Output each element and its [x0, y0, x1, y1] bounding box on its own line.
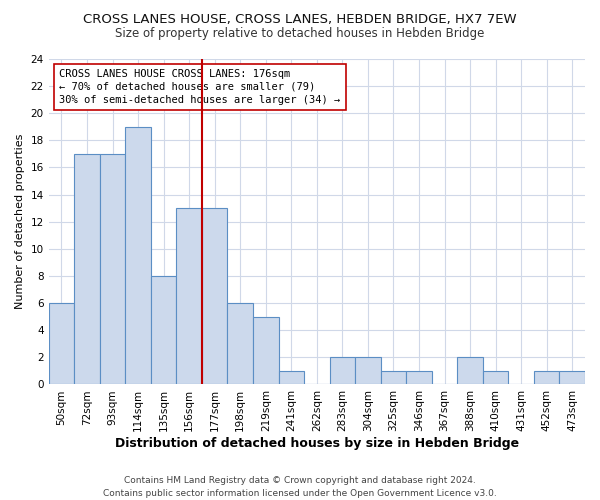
Bar [74, 154, 100, 384]
Bar [253, 316, 278, 384]
Bar [457, 358, 483, 384]
Text: CROSS LANES HOUSE, CROSS LANES, HEBDEN BRIDGE, HX7 7EW: CROSS LANES HOUSE, CROSS LANES, HEBDEN B… [83, 12, 517, 26]
Bar [380, 371, 406, 384]
X-axis label: Distribution of detached houses by size in Hebden Bridge: Distribution of detached houses by size … [115, 437, 519, 450]
Bar [176, 208, 202, 384]
Y-axis label: Number of detached properties: Number of detached properties [15, 134, 25, 310]
Bar [355, 358, 380, 384]
Bar [534, 371, 559, 384]
Bar [559, 371, 585, 384]
Bar [151, 276, 176, 384]
Bar [406, 371, 432, 384]
Bar [483, 371, 508, 384]
Bar [100, 154, 125, 384]
Text: CROSS LANES HOUSE CROSS LANES: 176sqm
← 70% of detached houses are smaller (79)
: CROSS LANES HOUSE CROSS LANES: 176sqm ← … [59, 69, 341, 105]
Bar [202, 208, 227, 384]
Bar [227, 303, 253, 384]
Text: Size of property relative to detached houses in Hebden Bridge: Size of property relative to detached ho… [115, 28, 485, 40]
Bar [329, 358, 355, 384]
Bar [278, 371, 304, 384]
Text: Contains HM Land Registry data © Crown copyright and database right 2024.
Contai: Contains HM Land Registry data © Crown c… [103, 476, 497, 498]
Bar [125, 127, 151, 384]
Bar [49, 303, 74, 384]
